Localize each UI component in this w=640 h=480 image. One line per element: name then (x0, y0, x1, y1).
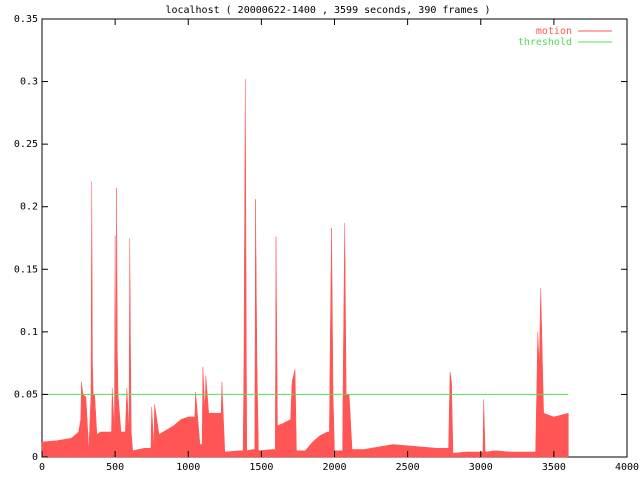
x-tick-label: 500 (106, 462, 124, 473)
y-tick-label: 0.2 (20, 202, 38, 213)
y-tick-label: 0.1 (20, 327, 38, 338)
x-tick-label: 2000 (322, 462, 346, 473)
legend-label: motion (536, 26, 572, 37)
legend-label: threshold (518, 37, 572, 48)
x-tick-label: 4000 (615, 462, 639, 473)
motion-area (41, 79, 569, 458)
y-tick-label: 0.25 (14, 139, 38, 150)
y-tick-label: 0 (32, 452, 38, 463)
y-tick-label: 0.3 (20, 77, 38, 88)
x-tick-label: 3000 (469, 462, 493, 473)
chart-title: localhost ( 20000622-1400 , 3599 seconds… (165, 5, 490, 16)
x-tick-label: 2500 (396, 462, 420, 473)
x-tick-label: 1000 (176, 462, 200, 473)
y-tick-label: 0.05 (14, 389, 38, 400)
y-tick-label: 0.15 (14, 264, 38, 275)
y-tick-label: 0.35 (14, 14, 38, 25)
x-tick-label: 1500 (249, 462, 273, 473)
x-tick-label: 3500 (542, 462, 566, 473)
x-tick-label: 0 (39, 462, 45, 473)
